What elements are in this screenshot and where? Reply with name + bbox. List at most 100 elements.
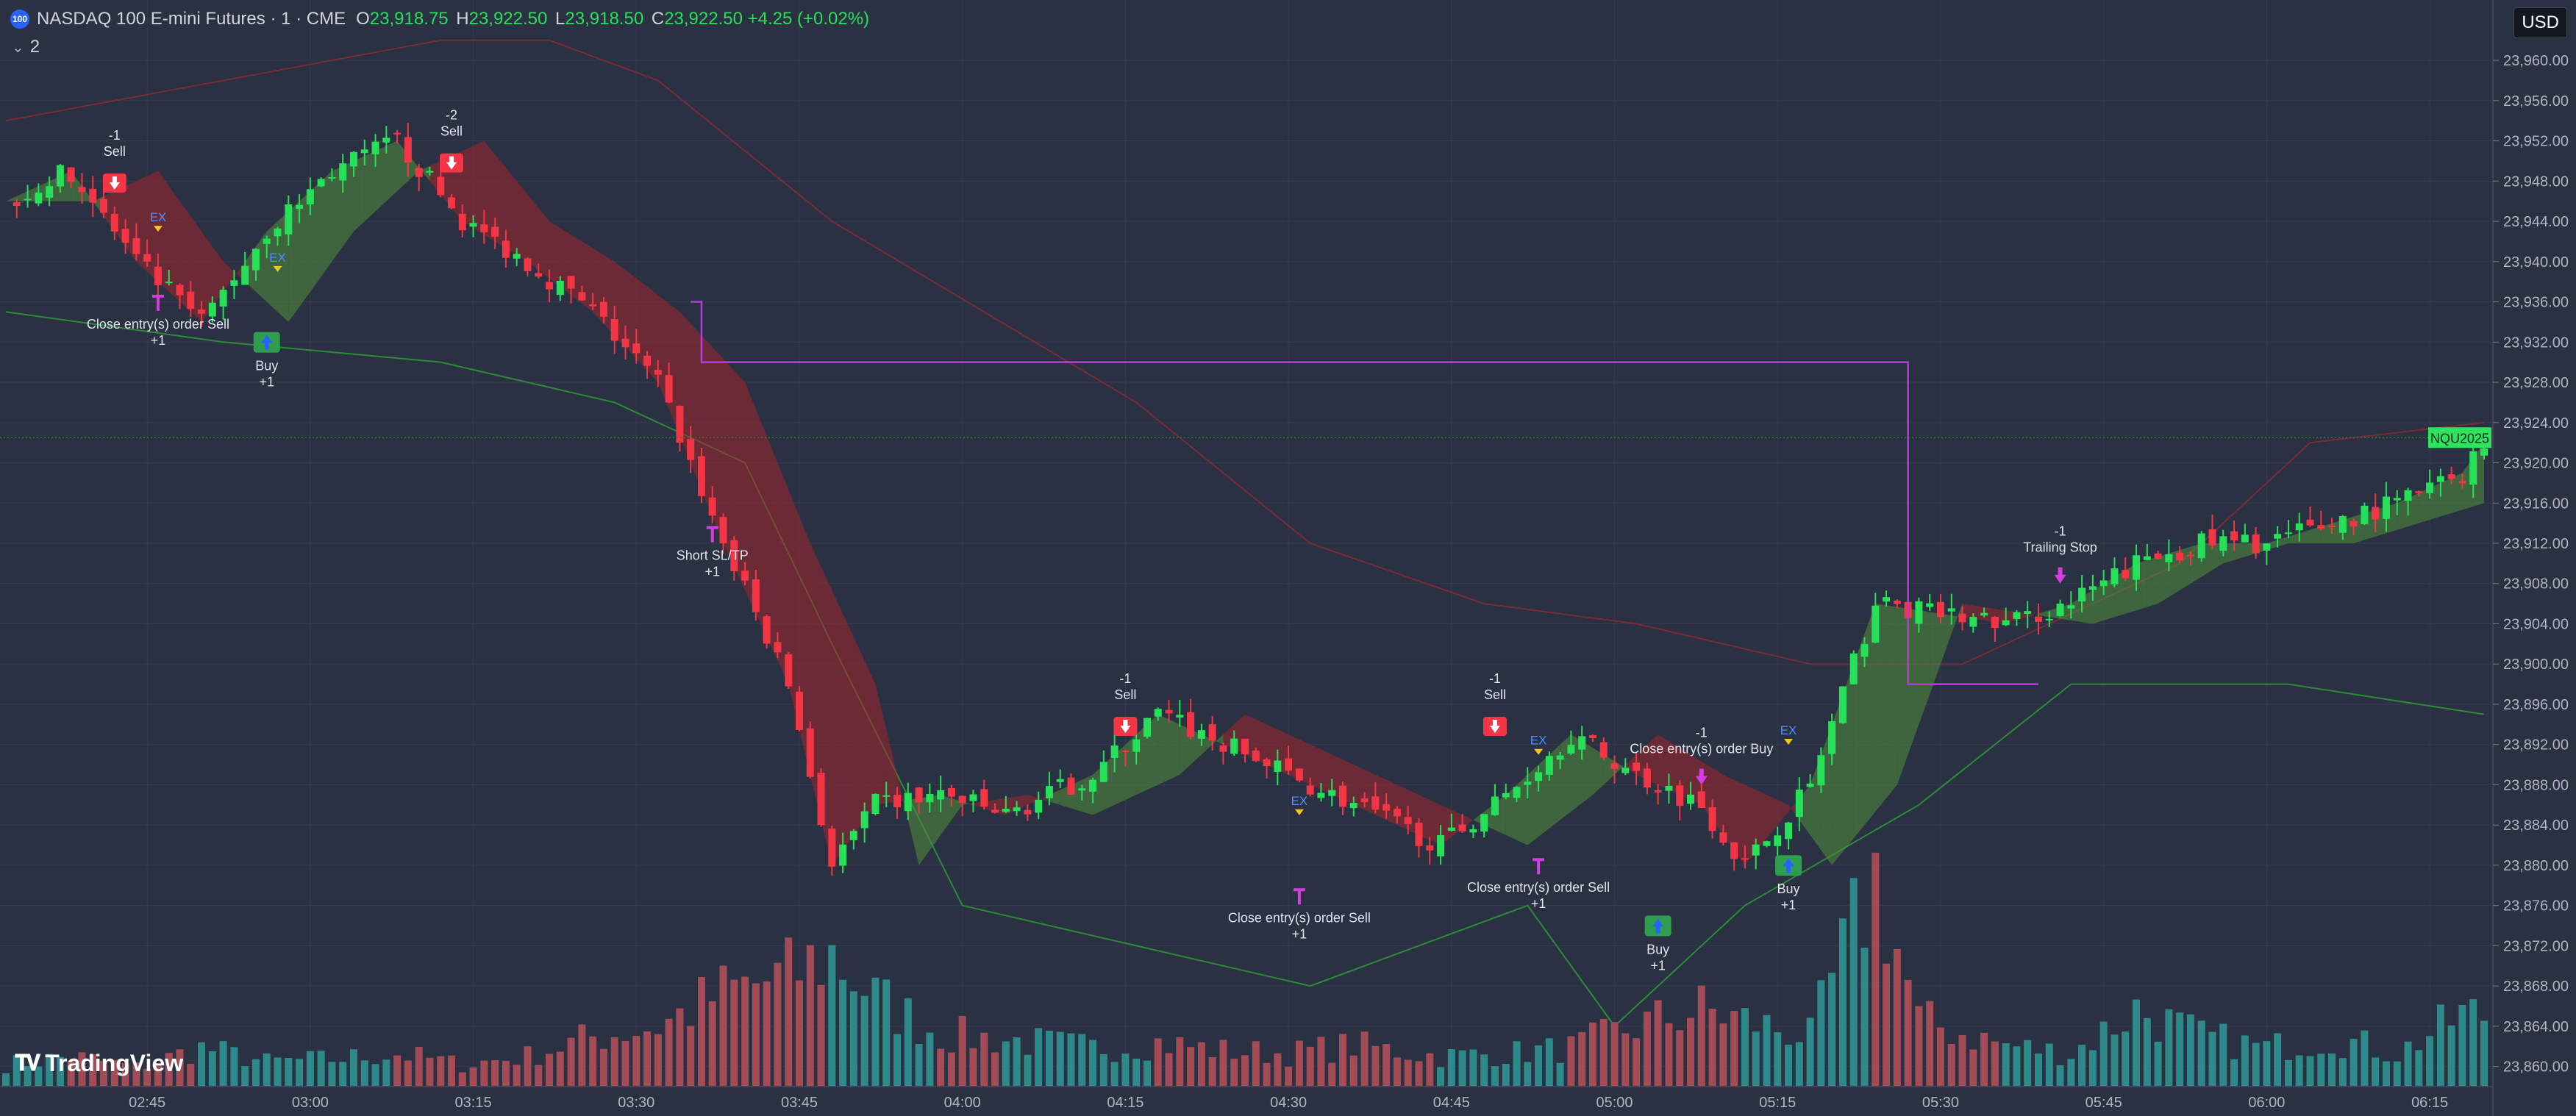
ribbon-segment [2234,543,2245,560]
candle-body [1817,755,1825,786]
candle-body [2426,482,2434,493]
volume-bar [1089,1040,1097,1087]
volume-bar [1458,1050,1466,1087]
candle-body [2154,553,2162,559]
volume-bar [2143,1017,2151,1087]
volume-bar [2088,1050,2097,1087]
annotation-label: +1 [1292,926,1307,941]
candle-body [349,151,357,167]
volume-bar [654,1034,662,1087]
volume-bar [871,977,880,1087]
volume-bar [1958,1034,1966,1087]
ribbon-segment [2419,487,2430,523]
candle-body [2219,536,2227,551]
volume-bar [1480,1054,1488,1087]
ribbon-segment [2158,553,2169,604]
volume-bar [860,995,868,1087]
symbol-title[interactable]: NASDAQ 100 E-mini Futures · 1 · CME [37,9,346,29]
candle-body [752,579,760,612]
candle-body [285,204,293,235]
volume-bar [1633,1038,1641,1087]
candle-body [1763,841,1771,846]
candle-body [154,266,162,285]
ribbon-segment [1441,804,1452,845]
candle-body [1067,777,1075,795]
trailing-stop-line: NQU202523,922.50 [0,301,2574,685]
volume-bar [621,1040,629,1087]
volume-bar [893,1034,902,1087]
volume-bar [1067,1033,1075,1087]
tradingview-logo[interactable]: 𝐓𝐕 TradingView [15,1050,183,1077]
candle-body [2197,533,2205,559]
volume-bar [1502,1064,1510,1087]
volume-bar [1654,1000,1662,1087]
candle-body [1578,736,1586,750]
candle-body [1599,742,1608,758]
volume-bar [46,1054,54,1087]
ribbon-segment [1005,796,1017,815]
open-value: 23,918.75 [369,9,449,29]
volume-bar [1828,973,1836,1087]
candle-body [1274,760,1282,772]
volume-bar [1676,1030,1684,1087]
y-tick-label: 23,912.00 [2503,536,2569,552]
ribbon-segment [1310,744,1321,790]
exit-marker-icon [153,226,163,232]
ribbon-segment [918,796,930,865]
volume-bar [2252,1042,2260,1087]
ribbon-segment [745,382,756,614]
volume-bar [2263,1041,2271,1087]
ribbon-segment [157,171,169,292]
candle-body [1121,751,1130,753]
volume-bar [1208,1056,1216,1087]
volume-bar [89,1054,97,1087]
x-tick-label: 03:45 [781,1095,818,1111]
candle-body [882,795,891,797]
annotation-label: -1 [1119,671,1131,686]
volume-bar [2317,1054,2325,1087]
volume-bar [1665,1023,1673,1087]
volume-bar [1774,1032,1782,1087]
volume-bar [2078,1045,2086,1087]
volume-bar [2372,1057,2380,1087]
candle-body [2013,612,2021,619]
currency-button[interactable]: USD [2513,7,2567,38]
candle-body [426,171,434,173]
candle-body [2306,519,2314,526]
candle-body [317,179,325,187]
annotation-label: +1 [151,333,166,348]
volume-bar [774,962,782,1087]
volume-bar [1187,1047,1195,1087]
indicators-toggle[interactable]: ⌄ 2 [12,37,40,57]
volume-bar [676,1008,684,1087]
candle-body [187,291,195,310]
volume-bar [882,979,891,1087]
volume-bar [1056,1031,1064,1087]
volume-bar [393,1055,402,1087]
candle-body [448,197,456,209]
volume-bar [1795,1042,1803,1087]
ribbon-segment [1951,604,1963,634]
close-key: C [651,9,665,29]
candle-body [610,319,618,341]
candle-body [1339,785,1347,807]
candle-body [176,285,184,296]
candle-body [1002,809,1010,812]
candle-body [458,213,466,231]
volume-bar [1947,1044,1955,1087]
volume-bar [67,1060,75,1087]
volume-bar [1241,1055,1249,1087]
candle-body [969,794,977,801]
ribbon-segment [2440,478,2452,517]
candle-body [2338,516,2347,533]
chevron-down-icon[interactable]: ⌄ [12,39,24,56]
x-tick-label: 04:15 [1107,1095,1143,1111]
ribbon-segment [223,261,235,292]
candle-body [1197,730,1205,739]
volume-bar [1524,1062,1532,1087]
volume-bar [480,1060,488,1087]
candle-body [2263,543,2271,551]
sell-arrow-glyph [109,176,120,190]
nasdaq-badge-icon: 100 [10,10,29,29]
